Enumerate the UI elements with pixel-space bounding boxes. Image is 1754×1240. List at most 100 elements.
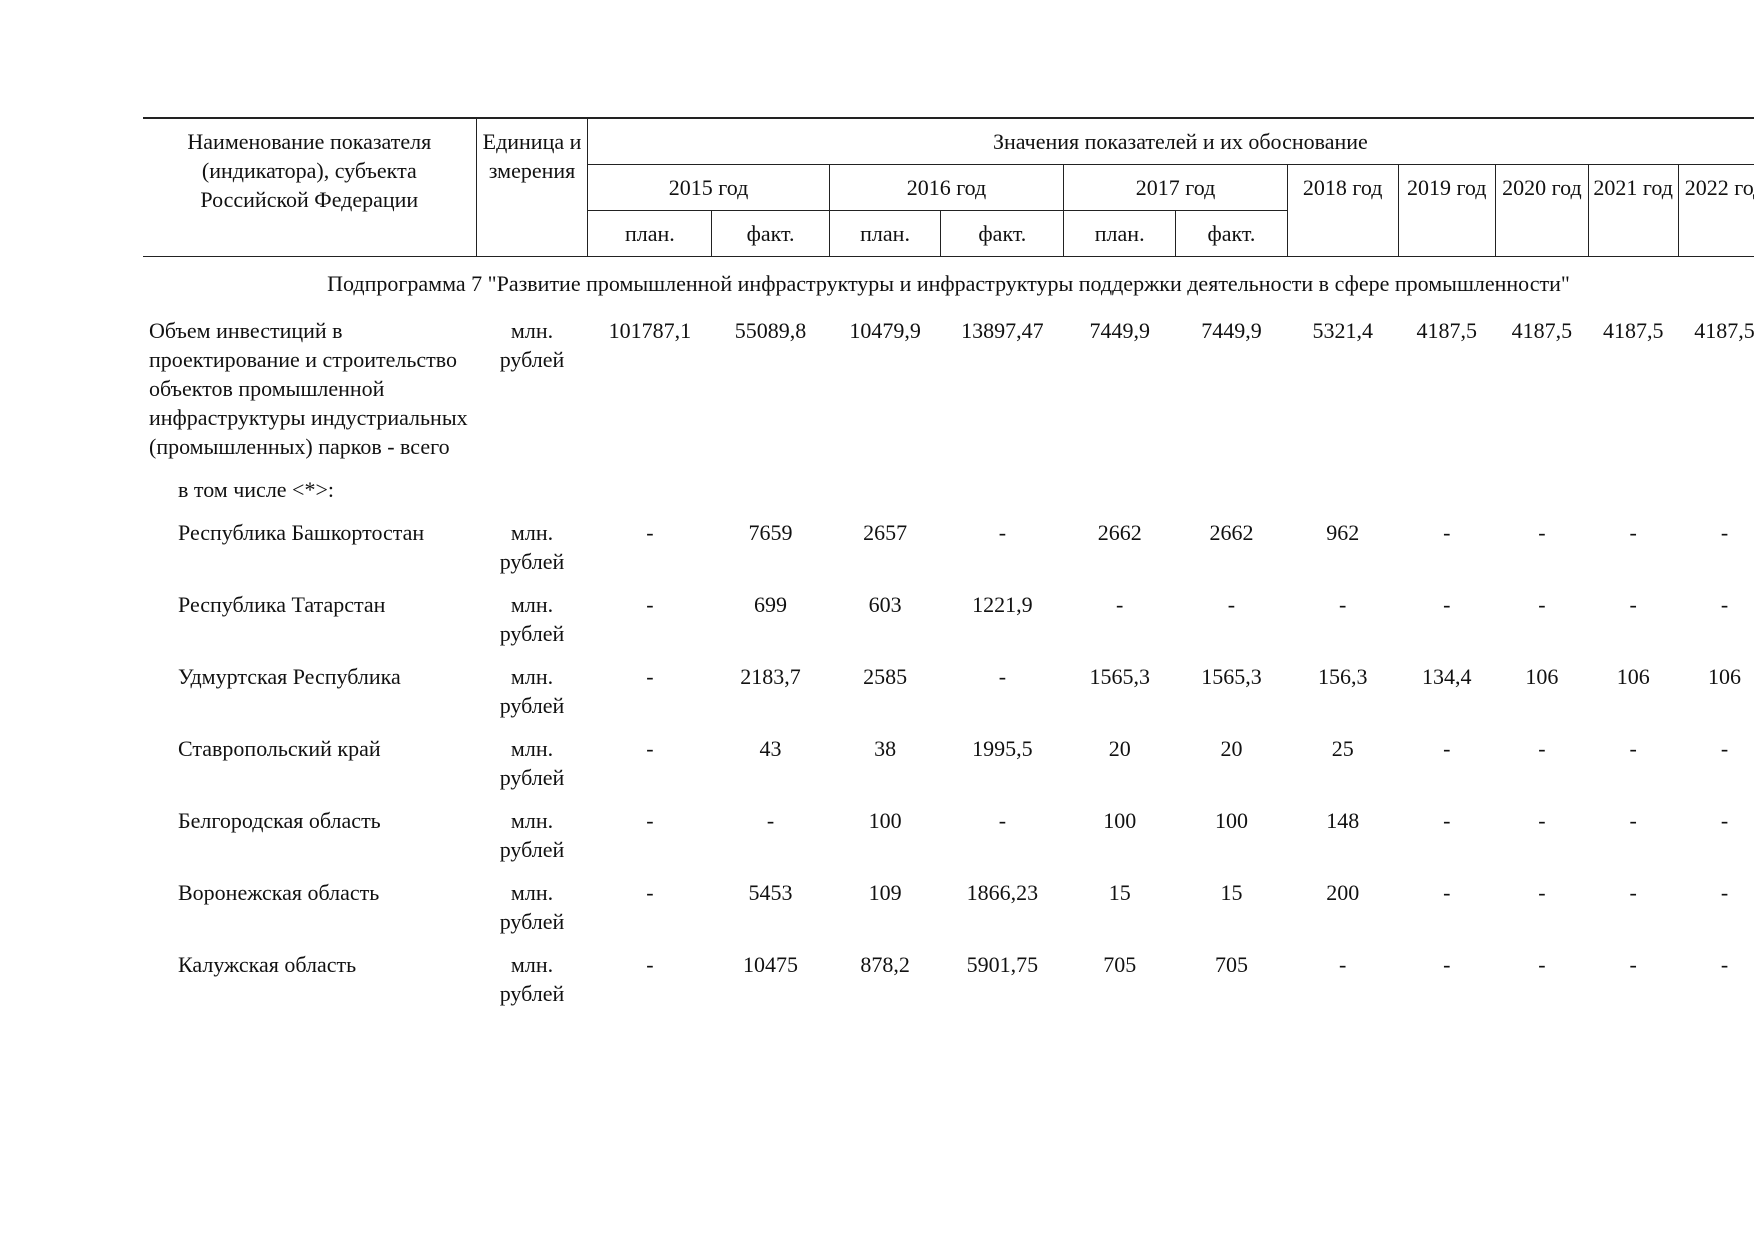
header-unit: Единица измерения <box>475 117 589 257</box>
data-row: Калужская область млн. рублей - 10475 878,2 5… <box>143 948 1754 1020</box>
row-value: 109 <box>868 880 902 905</box>
row-value: 15 <box>1108 880 1131 905</box>
row-unit: млн. рублей <box>499 808 565 862</box>
row-value: 962 <box>1326 520 1360 545</box>
row-value: 1565,3 <box>1089 664 1150 689</box>
row-value: 705 <box>1103 952 1137 977</box>
data-row: Белгородская область млн. рублей - - 100 - 100… <box>143 804 1754 876</box>
row-value: - <box>646 592 654 617</box>
data-row: в том числе <*>: <box>143 473 1754 516</box>
row-value: 10475 <box>743 952 799 977</box>
row-value: - <box>1629 520 1637 545</box>
row-value: 100 <box>1103 808 1137 833</box>
row-name: Объем инвестиций в проектирование и стро… <box>149 318 468 459</box>
row-value: 1221,9 <box>972 592 1033 617</box>
row-value: 7449,9 <box>1089 318 1150 343</box>
header-year: 2021 год <box>1587 164 1679 257</box>
row-value: 13897,47 <box>961 318 1044 343</box>
row-value: - <box>1720 952 1729 977</box>
row-value: - <box>1720 520 1729 545</box>
header-values-title: Значения показателей и их обоснование <box>587 117 1754 165</box>
header-row: план. факт. план. факт. план. факт. <box>143 210 1754 257</box>
row-value: - <box>1720 880 1729 905</box>
row-value: - <box>1227 592 1236 617</box>
header-row: 2015 год 2016 год 2017 год 2018 год 2019 год… <box>143 164 1754 257</box>
row-value: 148 <box>1326 808 1360 833</box>
row-value: - <box>766 808 775 833</box>
row-name: Удмуртская Республика <box>178 664 401 689</box>
row-value: 5321,4 <box>1312 318 1373 343</box>
row-value: - <box>1443 880 1451 905</box>
row-value: 4187,5 <box>1416 318 1477 343</box>
row-value: 4187,5 <box>1602 318 1664 343</box>
header-subcolumn: план. <box>828 210 942 257</box>
row-unit: млн. рублей <box>499 736 565 790</box>
row-value: 38 <box>874 736 897 761</box>
row-value: - <box>1443 736 1451 761</box>
row-value: - <box>1443 952 1451 977</box>
row-value: 200 <box>1326 880 1360 905</box>
row-value: 7659 <box>748 520 793 545</box>
header-subcolumn: факт. <box>711 210 830 257</box>
data-row: Воронежская область млн. рублей - 5453 109 18… <box>143 876 1754 948</box>
row-value: 10479,9 <box>849 318 921 343</box>
row-value: - <box>1116 592 1124 617</box>
row-value: - <box>1720 736 1729 761</box>
row-value: 603 <box>868 592 902 617</box>
row-unit: млн. рублей <box>499 880 565 934</box>
row-unit: млн. рублей <box>499 520 565 574</box>
data-row: Республика Башкортостан млн. рублей - 7659 2… <box>143 516 1754 588</box>
row-value: 2183,7 <box>740 664 801 689</box>
row-value: - <box>1538 592 1546 617</box>
row-value: 2585 <box>863 664 908 689</box>
row-value: - <box>1720 808 1729 833</box>
header-values-title-text: Значения показателей и их обоснование <box>992 129 1368 154</box>
row-value: 1866,23 <box>966 880 1039 905</box>
row-value: 106 <box>1525 664 1559 689</box>
row-value: 55089,8 <box>734 318 807 343</box>
row-name: Белгородская область <box>178 808 381 833</box>
row-value: 25 <box>1331 736 1354 761</box>
row-value: 705 <box>1214 952 1248 977</box>
row-unit: млн. рублей <box>499 592 565 646</box>
row-value: - <box>1538 808 1546 833</box>
row-name: Республика Татарстан <box>178 592 386 617</box>
data-row: Объем инвестиций в проектирование и стро… <box>143 314 1754 473</box>
indicator-table: Наименование показателя (индикатора), су… <box>143 117 1754 1020</box>
header-subcolumn: план. <box>1063 210 1177 257</box>
row-value: 20 <box>1220 736 1243 761</box>
row-value: - <box>646 808 654 833</box>
row-value: - <box>1538 952 1546 977</box>
header-subcolumn: факт. <box>1175 210 1288 257</box>
row-value: - <box>1538 736 1546 761</box>
row-value: - <box>646 736 654 761</box>
row-value: 2657 <box>863 520 908 545</box>
header-year: 2019 год <box>1397 164 1496 257</box>
row-value: - <box>646 520 654 545</box>
row-unit: млн. рублей <box>499 318 565 372</box>
row-name: Республика Башкортостан <box>178 520 425 545</box>
row-value: - <box>1629 952 1637 977</box>
row-value: 2662 <box>1209 520 1254 545</box>
row-value: - <box>1443 592 1451 617</box>
header-subcolumn: факт. <box>940 210 1065 257</box>
section-title-text: Подпрограмма 7 "Развитие промышленной ин… <box>327 271 1570 296</box>
row-value: - <box>1629 736 1637 761</box>
section-row: Подпрограмма 7 "Развитие промышленной ин… <box>143 257 1754 315</box>
row-value: - <box>1339 952 1347 977</box>
row-value: - <box>1443 808 1451 833</box>
row-value: - <box>1538 520 1546 545</box>
row-value: - <box>1720 592 1729 617</box>
header-name: Наименование показателя (индикатора), су… <box>143 117 477 257</box>
row-value: 1995,5 <box>972 736 1033 761</box>
section-title: Подпрограмма 7 "Развитие промышленной ин… <box>143 257 1754 315</box>
row-name: Воронежская область <box>178 880 380 905</box>
row-value: 4187,5 <box>1511 318 1573 343</box>
header-year: 2022 год <box>1677 164 1754 257</box>
row-value: 878,2 <box>860 952 910 977</box>
row-value: 134,4 <box>1421 664 1472 689</box>
row-value: 156,3 <box>1317 664 1368 689</box>
row-unit: млн. рублей <box>499 952 565 1006</box>
row-value: - <box>646 880 654 905</box>
row-value: 20 <box>1108 736 1131 761</box>
